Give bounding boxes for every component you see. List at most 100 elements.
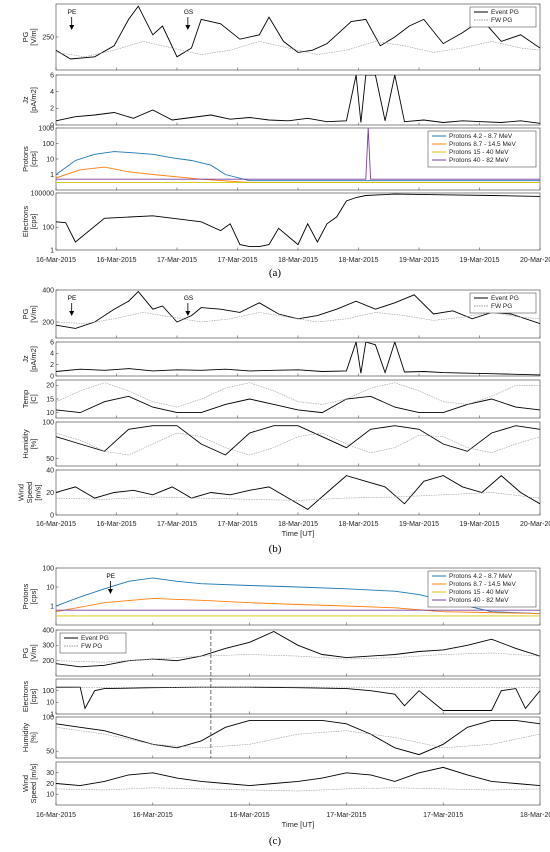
x-tick-label: 18-Mar-2015 xyxy=(520,812,550,819)
y-axis-label: WindSpeed[m/s] xyxy=(17,482,43,504)
y-tick-label: 250 xyxy=(42,34,54,41)
y-tick-label: 0 xyxy=(50,512,54,519)
legend-entry: Protons 40 - 82 MeV xyxy=(449,597,509,604)
axes-frame xyxy=(55,341,541,377)
legend-entry: Event PG xyxy=(491,295,519,302)
y-tick-label: 100 xyxy=(42,688,54,695)
axes-frame xyxy=(55,761,541,806)
axes-frame xyxy=(55,379,541,419)
annotation-arrowhead xyxy=(185,25,191,30)
series-wind-speed xyxy=(56,766,540,787)
y-axis-label: PG[V/m] xyxy=(21,305,38,323)
y-axis-label: Electrons[cps] xyxy=(21,681,38,713)
y-tick-label: 10 xyxy=(46,792,54,799)
y-tick-label: 20 xyxy=(46,781,54,788)
subplot-1-1: 0 2 4 6 Jz[pA/m2] xyxy=(21,339,541,380)
series-event-pg xyxy=(56,5,540,60)
series-electrons xyxy=(56,193,540,248)
subplot-2-3: 50 100 Humidity[%] xyxy=(21,714,541,759)
annotation-gs: GS xyxy=(184,295,194,302)
y-tick-label: 50 xyxy=(46,456,54,463)
panel-2: 1 10 100 Protons[cps] PE Protons 4.2 - 8.7 Me… xyxy=(21,565,550,847)
panel-label: (b) xyxy=(269,543,282,555)
axes-frame xyxy=(55,716,541,759)
y-tick-label: 1 xyxy=(50,711,54,718)
x-tick-label: 16-Mar-2015 xyxy=(36,812,76,819)
y-axis-label: Humidity[%] xyxy=(21,723,38,752)
y-tick-label: 1 xyxy=(50,172,54,179)
x-tick-label: 17-Mar-2015 xyxy=(217,521,257,528)
x-tick-label: 19-Mar-2015 xyxy=(399,257,439,264)
legend-entry: FW PG xyxy=(81,643,102,650)
legend-entry: Protons 8.7 - 14.5 MeV xyxy=(449,581,517,588)
y-tick-label: 6 xyxy=(50,339,54,346)
y-axis-label: Humidity[%] xyxy=(21,429,38,458)
y-tick-label: 15 xyxy=(46,396,54,403)
y-tick-label: 300 xyxy=(42,643,54,650)
subplot-1-4: 0 20 40 WindSpeed[m/s] xyxy=(17,467,541,519)
y-tick-label: 10 xyxy=(46,584,54,591)
legend-entry: FW PG xyxy=(491,17,512,24)
series-fw-wind-speed xyxy=(56,787,540,792)
legend-entry: Protons 8.7 - 14.5 MeV xyxy=(449,141,517,148)
y-tick-label: 2 xyxy=(50,362,54,369)
legend-entry: FW PG xyxy=(491,303,512,310)
y-tick-label: 40 xyxy=(46,467,54,474)
y-tick-label: 4 xyxy=(50,351,54,358)
x-axis-title: Time [UT] xyxy=(282,820,315,829)
y-axis-label: Temp[C] xyxy=(21,390,38,408)
annotation-arrowhead xyxy=(107,589,113,594)
subplot-0-2: 1 10 100 1000 Protons[cps] Protons 4.2 - 8.7 … xyxy=(21,125,541,191)
legend-entry: Event PG xyxy=(81,635,109,642)
subplot-0-1: 0 2 4 6 Jz[pA/m2] xyxy=(21,72,541,129)
axes-frame xyxy=(55,421,541,467)
y-tick-label: 100 xyxy=(42,565,54,572)
y-tick-label: 100 xyxy=(42,419,54,426)
y-tick-label: 6 xyxy=(50,72,54,79)
subplot-2-2: 1 10 100 Electrons[cps] xyxy=(21,678,541,718)
x-tick-label: 16-Mar-2015 xyxy=(96,521,136,528)
series-fw-pg xyxy=(56,41,540,58)
subplot-2-0: 1 10 100 Protons[cps] PE Protons 4.2 - 8.7 Me… xyxy=(21,565,541,626)
y-axis-label: WindSpeed [m/s] xyxy=(21,763,38,803)
x-tick-label: 16-Mar-2015 xyxy=(133,812,173,819)
axes-frame xyxy=(55,74,541,126)
x-tick-label: 17-Mar-2015 xyxy=(157,521,197,528)
panel-label: (a) xyxy=(269,267,282,279)
y-tick-label: 200 xyxy=(42,319,54,326)
subplot-0-3: 1 100 100000 Electrons[cps] xyxy=(21,190,541,254)
axes-frame xyxy=(55,289,541,339)
y-tick-label: 100000 xyxy=(31,190,54,197)
subplot-1-2: 10 15 20 Temp[C] xyxy=(21,379,541,419)
series-electrons xyxy=(56,686,540,711)
x-tick-label: 17-Mar-2015 xyxy=(157,257,197,264)
legend-box xyxy=(427,570,537,608)
y-tick-label: 0 xyxy=(50,373,54,380)
x-tick-label: 19-Mar-2015 xyxy=(399,521,439,528)
x-tick-label: 20-Mar-2015 xyxy=(520,257,550,264)
x-tick-label: 18-Mar-2015 xyxy=(278,257,318,264)
y-tick-label: 100 xyxy=(42,141,54,148)
legend-entry: Protons 15 - 40 MeV xyxy=(449,149,509,156)
y-tick-label: 400 xyxy=(42,287,54,294)
x-tick-label: 17-Mar-2015 xyxy=(217,257,257,264)
y-axis-label: Jz[pA/m2] xyxy=(21,346,38,372)
y-axis-label: Protons[cps] xyxy=(21,146,38,172)
y-tick-label: 50 xyxy=(46,748,54,755)
y-tick-label: 1000 xyxy=(38,125,54,132)
x-tick-label: 18-Mar-2015 xyxy=(338,521,378,528)
y-tick-label: 10 xyxy=(46,700,54,707)
series-fw-wind-speed xyxy=(56,492,540,501)
y-tick-label: 100 xyxy=(42,225,54,232)
x-tick-label: 19-Mar-2015 xyxy=(459,521,499,528)
series-fw-pg xyxy=(56,312,540,324)
